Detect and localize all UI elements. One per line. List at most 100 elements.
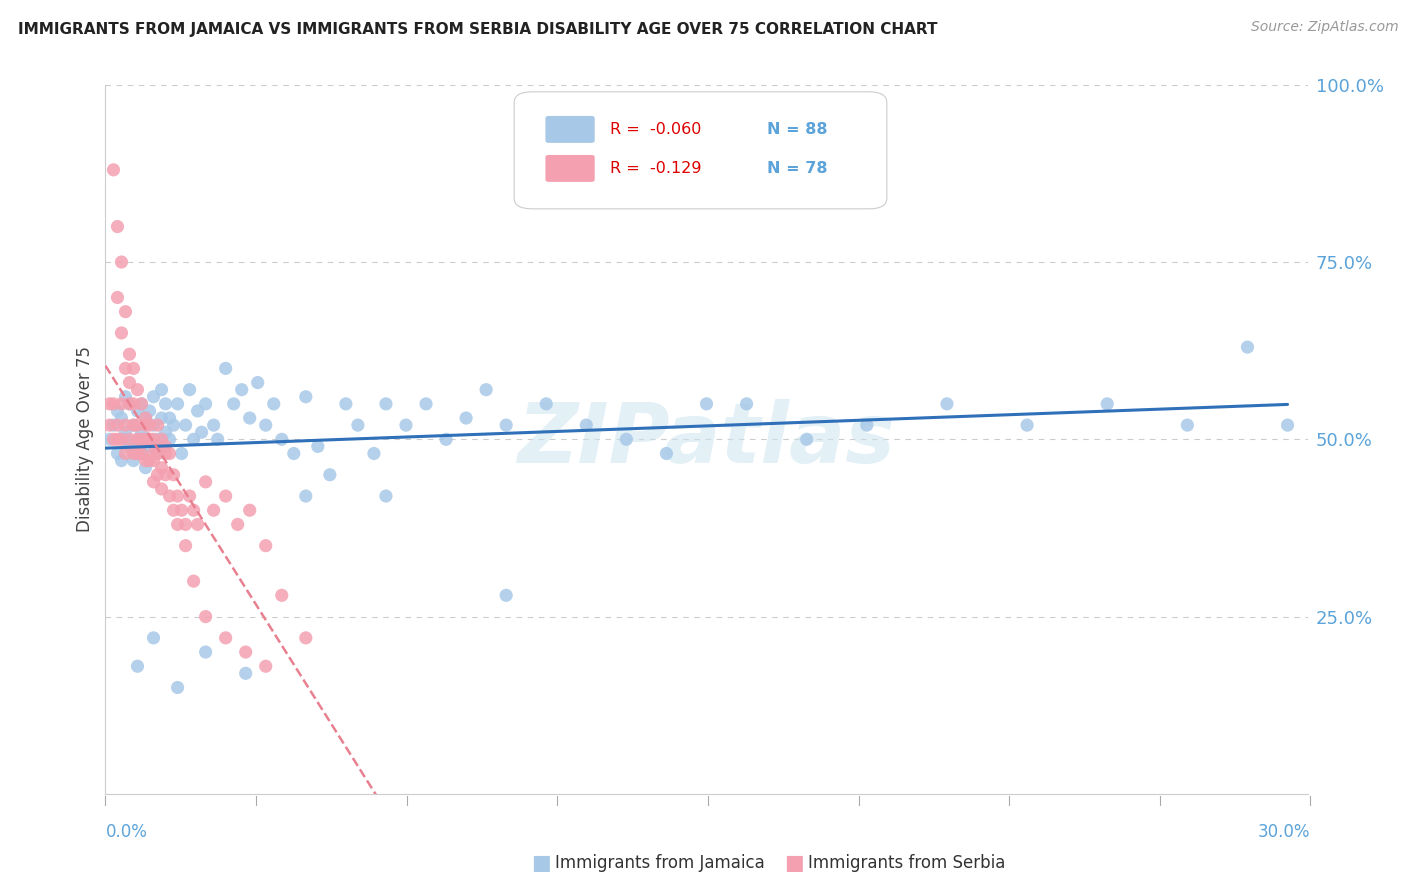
Point bbox=[1236, 340, 1258, 354]
Point bbox=[127, 659, 149, 673]
Point bbox=[127, 383, 149, 397]
Point bbox=[194, 397, 217, 411]
Point bbox=[142, 631, 165, 645]
Point bbox=[190, 425, 212, 440]
Point bbox=[179, 489, 201, 503]
Point bbox=[174, 517, 197, 532]
Point bbox=[138, 433, 160, 447]
Point bbox=[159, 433, 181, 447]
Point bbox=[138, 453, 160, 467]
Point bbox=[295, 390, 318, 404]
Point bbox=[495, 418, 517, 433]
Point bbox=[135, 433, 157, 447]
Point bbox=[135, 411, 157, 425]
Point bbox=[796, 433, 818, 447]
Point bbox=[222, 397, 245, 411]
Point bbox=[150, 433, 173, 447]
Point bbox=[194, 475, 217, 489]
Point bbox=[655, 446, 678, 460]
Point bbox=[263, 397, 285, 411]
Point bbox=[135, 453, 157, 467]
Text: Source: ZipAtlas.com: Source: ZipAtlas.com bbox=[1251, 20, 1399, 34]
Point bbox=[307, 439, 329, 453]
Point bbox=[155, 467, 177, 482]
Point bbox=[170, 446, 193, 460]
Point bbox=[150, 383, 173, 397]
Point bbox=[254, 539, 277, 553]
Point bbox=[270, 433, 292, 447]
Point bbox=[114, 446, 136, 460]
Point bbox=[150, 411, 173, 425]
Point bbox=[127, 433, 149, 447]
Point bbox=[138, 418, 160, 433]
Point bbox=[107, 291, 129, 305]
Point bbox=[207, 433, 229, 447]
Point bbox=[155, 425, 177, 440]
Text: IMMIGRANTS FROM JAMAICA VS IMMIGRANTS FROM SERBIA DISABILITY AGE OVER 75 CORRELA: IMMIGRANTS FROM JAMAICA VS IMMIGRANTS FR… bbox=[18, 22, 938, 37]
Point bbox=[936, 397, 959, 411]
Point bbox=[187, 517, 209, 532]
Point bbox=[616, 433, 638, 447]
Point bbox=[270, 588, 292, 602]
Point bbox=[118, 397, 141, 411]
Point bbox=[110, 326, 132, 340]
Point bbox=[107, 446, 129, 460]
Point bbox=[142, 418, 165, 433]
Text: ZIPatlas: ZIPatlas bbox=[517, 399, 896, 480]
Point bbox=[131, 425, 153, 440]
Point bbox=[103, 397, 125, 411]
Point bbox=[131, 397, 153, 411]
Point bbox=[363, 446, 385, 460]
Point bbox=[114, 390, 136, 404]
Point bbox=[138, 404, 160, 418]
Point bbox=[118, 439, 141, 453]
Point bbox=[395, 418, 418, 433]
Point bbox=[735, 397, 758, 411]
Point bbox=[98, 433, 121, 447]
Point bbox=[454, 411, 477, 425]
Point bbox=[103, 433, 125, 447]
Point bbox=[98, 397, 121, 411]
Point bbox=[110, 411, 132, 425]
Point bbox=[146, 433, 169, 447]
Point bbox=[254, 418, 277, 433]
Point bbox=[103, 418, 125, 433]
Point bbox=[415, 397, 437, 411]
Point bbox=[179, 383, 201, 397]
Point bbox=[131, 397, 153, 411]
Point bbox=[254, 659, 277, 673]
Point bbox=[534, 397, 557, 411]
Point bbox=[118, 397, 141, 411]
Text: R =  -0.129: R = -0.129 bbox=[610, 161, 702, 176]
Point bbox=[131, 446, 153, 460]
Point bbox=[1277, 418, 1299, 433]
Point bbox=[107, 219, 129, 234]
Point bbox=[187, 404, 209, 418]
Point bbox=[214, 489, 236, 503]
Point bbox=[475, 383, 498, 397]
Point bbox=[142, 390, 165, 404]
Point bbox=[575, 418, 598, 433]
Point bbox=[135, 411, 157, 425]
Point bbox=[235, 666, 257, 681]
Point bbox=[146, 446, 169, 460]
Text: Immigrants from Jamaica: Immigrants from Jamaica bbox=[555, 855, 765, 872]
Point bbox=[162, 503, 184, 517]
Point bbox=[110, 255, 132, 269]
Point bbox=[170, 503, 193, 517]
Point bbox=[127, 404, 149, 418]
Point bbox=[214, 631, 236, 645]
Point bbox=[138, 439, 160, 453]
Point bbox=[122, 418, 145, 433]
Point bbox=[142, 433, 165, 447]
Point bbox=[114, 418, 136, 433]
Point bbox=[114, 304, 136, 318]
Point bbox=[162, 467, 184, 482]
Point bbox=[150, 482, 173, 496]
Point bbox=[239, 503, 262, 517]
Point bbox=[146, 446, 169, 460]
Point bbox=[202, 503, 225, 517]
Point bbox=[155, 397, 177, 411]
Point bbox=[118, 347, 141, 361]
Point bbox=[183, 574, 205, 589]
